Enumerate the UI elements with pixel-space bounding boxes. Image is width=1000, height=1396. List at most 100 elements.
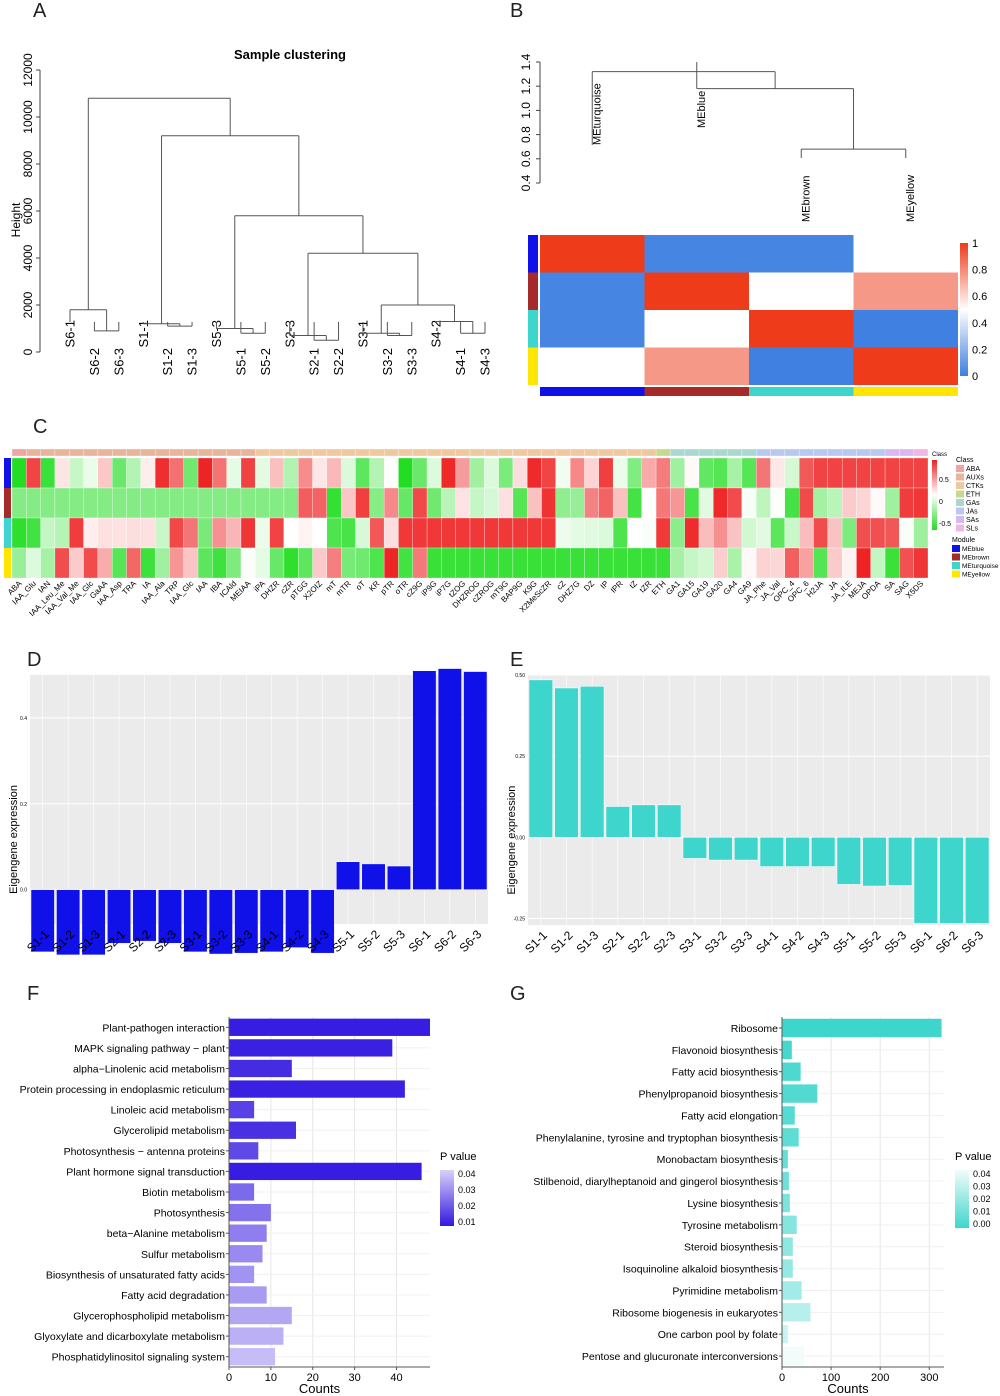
c-heatmap-cell: [756, 547, 771, 579]
c-heatmap-cell: [283, 457, 299, 489]
d-bar: [285, 889, 310, 948]
c-class-strip: [684, 448, 700, 457]
c-heatmap-cell: [341, 487, 356, 519]
c-heatmap-cell: [598, 547, 614, 579]
c-heatmap-cell: [684, 517, 700, 549]
c-heatmap-cell: [11, 517, 27, 549]
c-class-strip: [383, 448, 399, 457]
c-heatmap-cell: [899, 457, 914, 489]
c-heatmap-cell: [484, 547, 499, 579]
c-heatmap-cell: [713, 457, 728, 489]
c-column-label: oT: [354, 579, 367, 592]
e-x-tick-label: S2-2: [625, 928, 653, 956]
c-class-strip: [856, 448, 871, 457]
e-bar: [631, 804, 656, 838]
e-x-tick-label: S4-3: [804, 928, 832, 956]
c-heatmap-cell: [83, 457, 99, 489]
c-heatmap-cell: [841, 457, 857, 489]
c-heatmap-cell: [197, 547, 213, 579]
c-heatmap-cell: [469, 547, 485, 579]
c-scale-bar: [932, 460, 937, 530]
c-heatmap-cell: [312, 547, 328, 579]
c-heatmap-cell: [512, 457, 528, 489]
c-heatmap-cell: [341, 517, 356, 549]
b-col-color-bar: [644, 387, 749, 396]
c-heatmap-cell: [641, 547, 657, 579]
c-class-legend-label: SLs: [966, 526, 979, 533]
c-class-legend-swatch: [956, 507, 964, 515]
c-module-legend-label: MEyellow: [962, 572, 990, 579]
a-leaf-label: S3-3: [404, 348, 419, 375]
e-y-tick-label: 0.25: [515, 754, 525, 760]
c-class-legend-swatch: [956, 465, 964, 472]
f-category-label: Glycerophospholipid metabolism: [73, 1311, 225, 1323]
c-class-strip: [827, 448, 843, 457]
g-x-tick-label: 100: [822, 1372, 840, 1384]
c-heatmap-cell: [69, 547, 84, 579]
c-class-strip: [627, 448, 642, 457]
g-category-label: Phenylpropanoid biosynthesis: [638, 1089, 778, 1101]
c-heatmap-cell: [398, 547, 413, 579]
c-heatmap-cell: [112, 457, 127, 489]
c-heatmap-cell: [784, 517, 800, 549]
g-bar: [782, 1106, 795, 1125]
e-bar: [605, 806, 630, 838]
b-heatmap-cell: [540, 272, 645, 310]
c-heatmap-cell: [312, 487, 328, 519]
e-bar: [913, 837, 938, 924]
e-bar: [811, 837, 836, 867]
c-heatmap-cell: [26, 547, 41, 579]
c-heatmap-cell: [541, 547, 557, 579]
d-bar: [208, 889, 233, 955]
f-legend-bar: [440, 1170, 454, 1226]
e-bar: [708, 837, 733, 861]
c-heatmap-cell: [484, 457, 499, 489]
e-bar: [528, 679, 553, 838]
e-x-tick-label: S5-3: [881, 928, 909, 956]
g-bar: [782, 1084, 818, 1103]
d-x-tick-label: S5-3: [380, 927, 408, 955]
g-legend-tick: 0.04: [973, 1169, 991, 1179]
c-heatmap-cell: [670, 517, 685, 549]
f-category-label: Fatty acid degradation: [121, 1290, 225, 1302]
c-class-strip: [154, 448, 170, 457]
c-scale-tick: 0: [939, 499, 943, 506]
c-class-strip: [197, 448, 213, 457]
c-class-strip: [527, 448, 542, 457]
c-heatmap-cell: [741, 457, 757, 489]
c-heatmap-cell: [255, 487, 270, 519]
c-class-strip: [655, 448, 671, 457]
c-heatmap-cell: [598, 487, 614, 519]
g-category-label: Tyrosine metabolism: [682, 1220, 779, 1232]
c-heatmap-cell: [784, 487, 800, 519]
c-heatmap-cell: [455, 457, 471, 489]
c-heatmap-cell: [570, 547, 585, 579]
c-heatmap-cell: [612, 547, 628, 579]
b-row-color-bar: [528, 347, 538, 385]
a-leaf-label: S4-1: [453, 348, 468, 375]
c-heatmap-cell: [298, 457, 313, 489]
c-heatmap-cell: [641, 517, 657, 549]
c-column-label: TRA: [120, 579, 138, 597]
c-class-strip: [54, 448, 70, 457]
e-bar: [836, 837, 861, 885]
c-class-strip: [11, 448, 27, 457]
c-heatmap-cell: [326, 457, 342, 489]
c-heatmap-cell: [54, 547, 70, 579]
c-heatmap-cell: [269, 457, 285, 489]
c-heatmap-cell: [83, 487, 99, 519]
c-heatmap-cell: [627, 487, 642, 519]
c-heatmap-cell: [813, 517, 828, 549]
c-class-strip: [341, 448, 356, 457]
c-heatmap-cell: [756, 457, 771, 489]
f-legend-tick: 0.01: [458, 1217, 476, 1227]
b-heatmap-cell: [644, 310, 749, 348]
c-heatmap-cell: [54, 487, 70, 519]
c-heatmap-cell: [83, 547, 99, 579]
c-heatmap-cell: [498, 547, 514, 579]
c-heatmap-cell: [627, 457, 642, 489]
d-bar: [56, 889, 81, 956]
c-heatmap-cell: [655, 547, 671, 579]
c-heatmap-cell: [670, 487, 685, 519]
c-heatmap-cell: [426, 517, 442, 549]
